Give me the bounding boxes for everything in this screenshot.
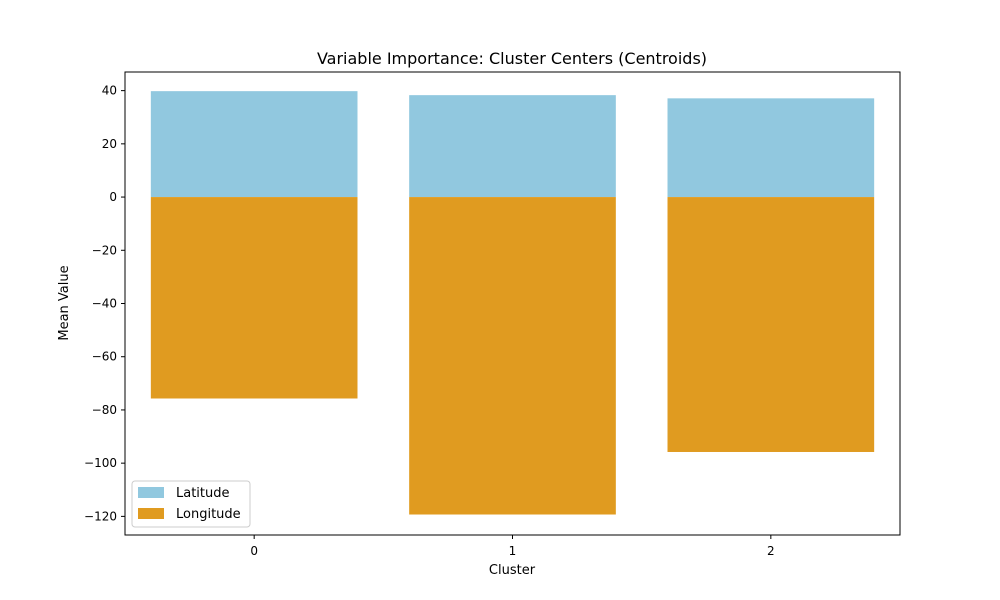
x-axis-label: Cluster xyxy=(489,563,536,578)
chart-title: Variable Importance: Cluster Centers (Ce… xyxy=(317,49,707,68)
y-tick-label: −60 xyxy=(92,350,117,364)
y-tick-label: 20 xyxy=(102,137,117,151)
x-tick-label: 2 xyxy=(767,544,775,558)
x-tick-label: 0 xyxy=(250,544,258,558)
y-tick-label: −120 xyxy=(84,509,117,523)
y-tick-label: 0 xyxy=(109,190,117,204)
bar-longitude-cluster-1 xyxy=(409,197,616,515)
bar-latitude-cluster-1 xyxy=(409,95,616,198)
x-tick-label: 1 xyxy=(509,544,517,558)
bar-longitude-cluster-2 xyxy=(667,197,875,452)
y-tick-label: 40 xyxy=(102,84,117,98)
y-axis-label: Mean Value xyxy=(57,265,72,340)
legend-label-latitude: Latitude xyxy=(176,486,230,501)
legend-label-longitude: Longitude xyxy=(176,507,241,522)
y-tick-label: −20 xyxy=(92,243,117,257)
y-tick-label: −80 xyxy=(92,403,117,417)
legend: Latitude Longitude xyxy=(131,480,251,528)
bar-longitude-cluster-0 xyxy=(150,197,358,399)
y-tick-label: −40 xyxy=(92,297,117,311)
x-axis: 0 1 2 xyxy=(250,535,775,558)
y-axis: 40 20 0 −20 −40 −60 −80 −100 −120 xyxy=(84,84,125,523)
bar-latitude-cluster-2 xyxy=(667,98,875,198)
legend-swatch-longitude xyxy=(138,508,164,519)
bars-group xyxy=(150,91,875,515)
legend-swatch-latitude xyxy=(138,487,164,498)
bar-latitude-cluster-0 xyxy=(150,91,358,198)
y-tick-label: −100 xyxy=(84,456,117,470)
